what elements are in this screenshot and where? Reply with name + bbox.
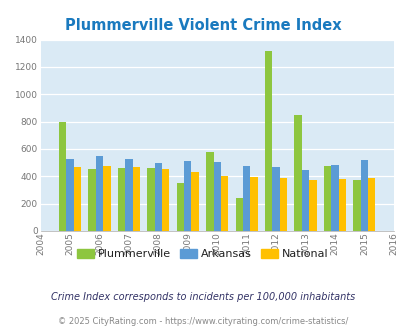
Bar (301, 170, 309, 231)
Bar (96, 156, 103, 231)
Bar (367, 178, 375, 231)
Bar (103, 166, 110, 231)
Legend: Plummerville, Arkansas, National: Plummerville, Arkansas, National (72, 244, 333, 263)
Bar (309, 180, 316, 231)
Bar (250, 177, 257, 231)
Bar (330, 165, 338, 231)
Bar (360, 160, 367, 231)
Bar (220, 176, 228, 231)
Text: Crime Index corresponds to incidents per 100,000 inhabitants: Crime Index corresponds to incidents per… (51, 292, 354, 302)
Bar (162, 170, 169, 231)
Text: Plummerville Violent Crime Index: Plummerville Violent Crime Index (64, 18, 341, 33)
Bar (117, 168, 125, 231)
Bar (88, 170, 96, 231)
Bar (74, 167, 81, 231)
Bar (59, 122, 66, 231)
Bar (213, 162, 220, 231)
Text: © 2025 CityRating.com - https://www.cityrating.com/crime-statistics/: © 2025 CityRating.com - https://www.city… (58, 317, 347, 326)
Bar (352, 181, 360, 231)
Bar (183, 161, 191, 231)
Bar (338, 179, 345, 231)
Bar (294, 115, 301, 231)
Bar (235, 198, 242, 231)
Bar (147, 168, 154, 231)
Bar (279, 178, 286, 231)
Bar (125, 158, 132, 231)
Bar (66, 158, 74, 231)
Bar (264, 50, 272, 231)
Bar (323, 166, 330, 231)
Bar (191, 172, 198, 231)
Bar (154, 163, 162, 231)
Bar (242, 166, 250, 231)
Bar (176, 183, 183, 231)
Bar (206, 152, 213, 231)
Bar (272, 167, 279, 231)
Bar (132, 167, 140, 231)
